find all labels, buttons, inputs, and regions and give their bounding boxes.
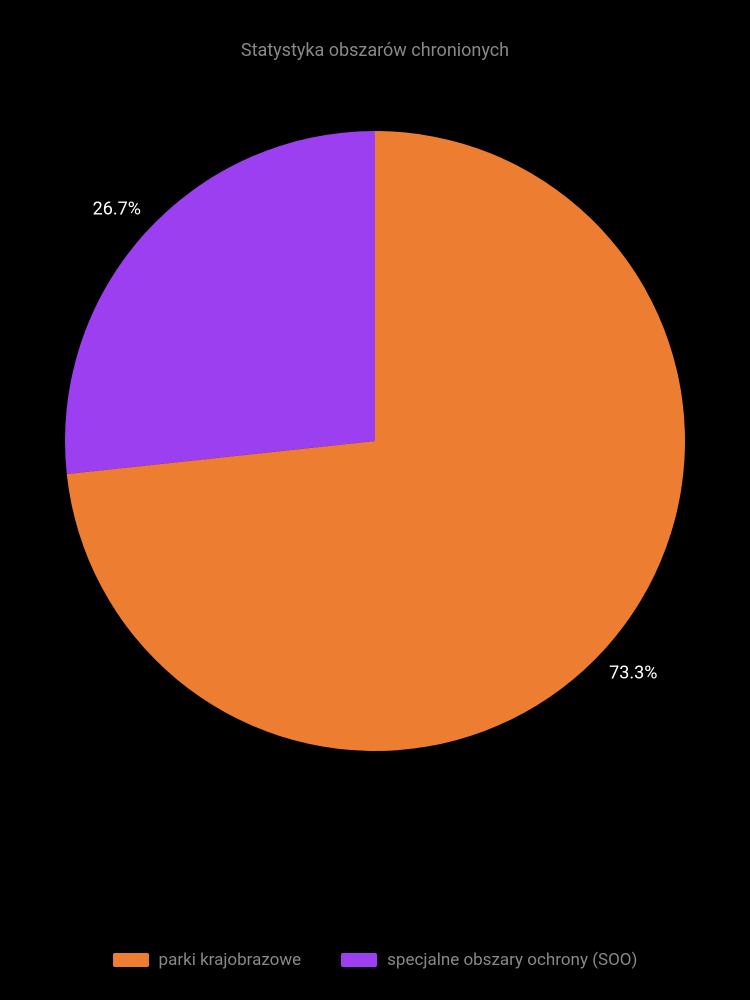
legend-item-0: parki krajobrazowe <box>113 950 302 970</box>
legend-label-1: specjalne obszary ochrony (SOO) <box>387 950 637 970</box>
pie-slice-1 <box>65 131 375 474</box>
chart-title: Statystyka obszarów chronionych <box>241 40 509 61</box>
legend: parki krajobrazowe specjalne obszary ochr… <box>113 950 638 970</box>
legend-swatch-1 <box>341 953 377 967</box>
slice-label-1: 26.7% <box>93 198 141 219</box>
legend-label-0: parki krajobrazowe <box>159 950 302 970</box>
pie-svg <box>55 121 695 761</box>
legend-item-1: specjalne obszary ochrony (SOO) <box>341 950 637 970</box>
legend-swatch-0 <box>113 953 149 967</box>
slice-label-0: 73.3% <box>609 663 657 684</box>
pie-chart: 73.3% 26.7% <box>55 121 695 761</box>
